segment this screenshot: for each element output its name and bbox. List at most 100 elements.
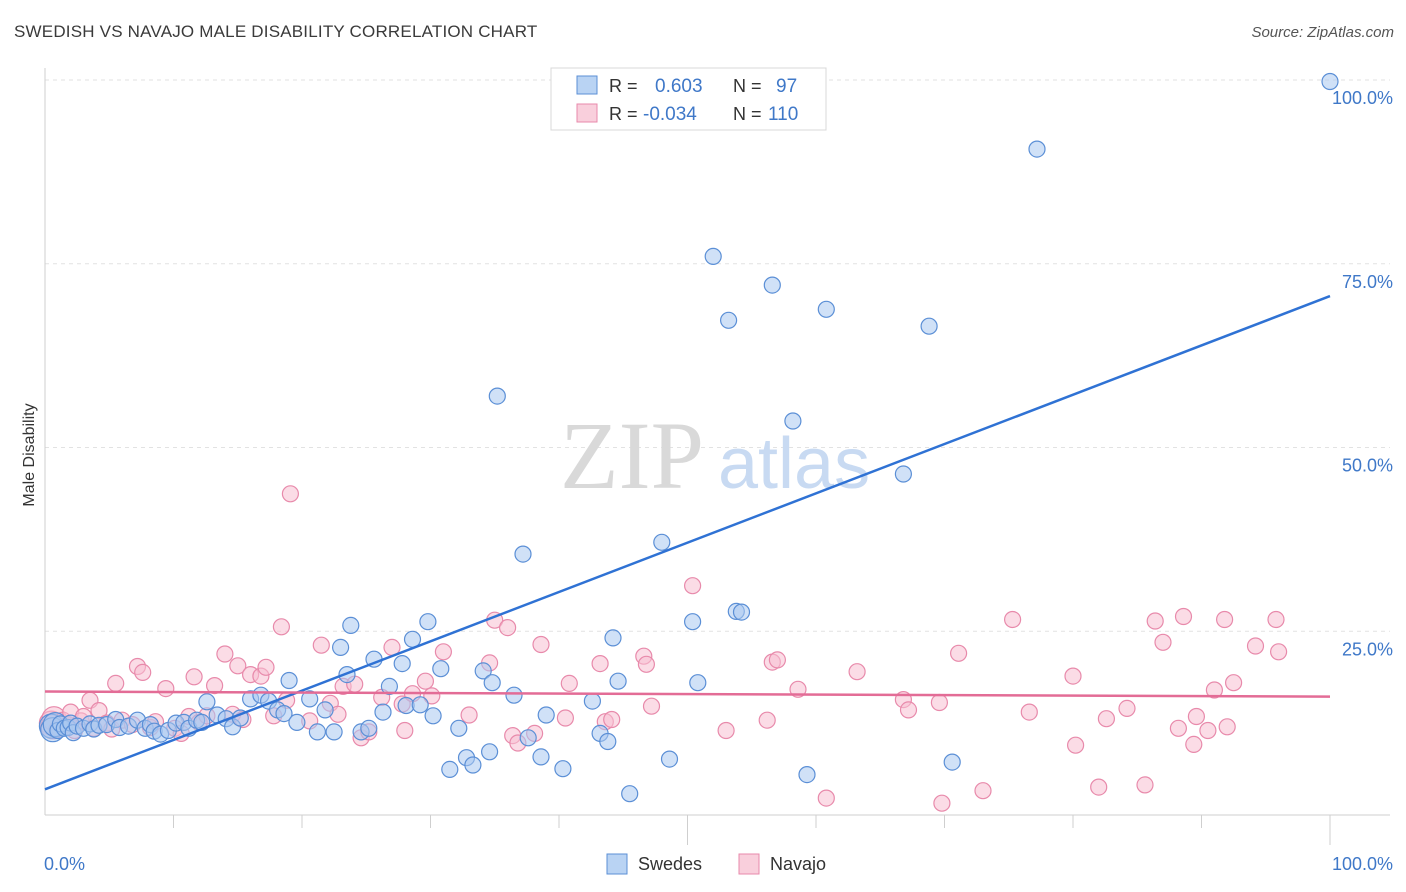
navajo-point [185, 668, 203, 686]
swedes-point [817, 300, 835, 318]
x-tick-labels: 0.0% 100.0% [44, 854, 1393, 874]
swedes-point [481, 743, 499, 761]
x-tick-label: 100.0% [1332, 854, 1393, 874]
navajo-point [1269, 643, 1288, 661]
navajo-point [1136, 776, 1154, 794]
navajo-point [460, 706, 478, 724]
swedes-point [784, 412, 802, 430]
navajo-point [591, 654, 609, 673]
x-tick-label: 0.0% [44, 854, 85, 874]
source-credit: Source: ZipAtlas.com [1251, 24, 1394, 41]
swedes-r-label: R = [609, 76, 638, 96]
navajo-point [1267, 610, 1285, 629]
swedes-point [360, 719, 378, 737]
swedes-point [275, 704, 293, 723]
swedes-r-value: 0.603 [655, 76, 703, 97]
swedes-point [280, 671, 298, 690]
navajo-point [416, 672, 434, 690]
navajo-point [157, 679, 175, 698]
swedes-point [464, 756, 482, 774]
swedes-point [198, 693, 216, 711]
swedes-point [704, 247, 722, 265]
swedes-point [660, 750, 679, 768]
swedes-point [424, 707, 442, 725]
navajo-point [817, 789, 835, 807]
swedes-point [342, 616, 360, 635]
legend-navajo-label[interactable]: Navajo [770, 854, 826, 874]
navajo-point [272, 618, 290, 636]
navajo-point [768, 651, 787, 669]
navajo-point [1064, 667, 1082, 685]
navajo-point [1199, 721, 1217, 740]
navajo-n-value: 110 [768, 104, 798, 125]
y-tick-label: 50.0% [1342, 456, 1393, 476]
navajo-point [396, 721, 414, 740]
swedes-n-label: N = [733, 76, 762, 96]
swedes-point [374, 703, 392, 721]
navajo-point [499, 618, 517, 637]
navajo-point [1154, 633, 1172, 651]
y-tick-label: 25.0% [1342, 639, 1393, 659]
navajo-point [107, 674, 125, 693]
swedes-point [894, 465, 913, 483]
series-legend: Swedes Navajo [606, 853, 826, 875]
navajo-r-label: R = [609, 104, 638, 124]
navajo-n-label: N = [733, 104, 762, 124]
legend-navajo-swatch[interactable] [738, 853, 760, 875]
navajo-point [1020, 703, 1038, 721]
navajo-point [758, 711, 776, 729]
swedes-point [732, 603, 751, 621]
swedes-point [604, 629, 622, 647]
y-tick-labels: 25.0% 50.0% 75.0% 100.0% [1332, 88, 1393, 659]
navajo-point [949, 644, 968, 662]
swedes-point [505, 686, 523, 704]
swedes-point [450, 719, 468, 737]
swedes-point [301, 690, 319, 708]
swedes-point [683, 613, 702, 631]
grid-lines [45, 79, 1390, 632]
navajo-trend-line [44, 690, 1331, 698]
legend-swedes-swatch[interactable] [606, 853, 628, 875]
legend-swedes-label[interactable]: Swedes [638, 854, 702, 874]
swedes-point [514, 545, 532, 563]
y-tick-label: 75.0% [1342, 272, 1393, 292]
chart-title: SWEDISH VS NAVAJO MALE DISABILITY CORREL… [14, 22, 538, 41]
navajo-r-value: -0.034 [643, 104, 697, 125]
navajo-point [1118, 699, 1136, 718]
navajo-swatch [576, 103, 598, 123]
navajo-point [1003, 610, 1022, 629]
swedes-point [411, 696, 429, 714]
swedes-point [432, 660, 450, 678]
swedes-point [609, 672, 627, 690]
swedes-point [483, 674, 501, 692]
navajo-point [1224, 674, 1243, 692]
swedes-point [763, 276, 781, 294]
navajo-point [1185, 735, 1203, 754]
navajo-point [532, 635, 550, 654]
swedes-point [419, 613, 437, 631]
navajo-point [642, 697, 661, 715]
y-axis-label: Male Disability [21, 403, 38, 506]
swedes-points [38, 72, 1339, 803]
navajo-point [216, 645, 234, 663]
navajo-point [1169, 719, 1188, 737]
swedes-point [1321, 72, 1339, 91]
watermark-atlas: atlas [718, 424, 870, 504]
swedes-point [719, 311, 738, 329]
navajo-point [1097, 710, 1116, 728]
navajo-point [1215, 610, 1234, 629]
swedes-point [519, 729, 537, 747]
navajo-point [206, 676, 224, 695]
navajo-point [637, 655, 656, 673]
navajo-point [1146, 612, 1164, 630]
navajo-point [134, 663, 152, 682]
swedes-point [943, 753, 961, 771]
swedes-point [537, 706, 555, 724]
swedes-point [554, 760, 572, 778]
navajo-point [930, 693, 949, 712]
navajo-point [1187, 707, 1206, 726]
swedes-n-value: 97 [776, 76, 797, 97]
swedes-point [488, 387, 506, 405]
watermark-zip: ZIP [560, 402, 704, 509]
